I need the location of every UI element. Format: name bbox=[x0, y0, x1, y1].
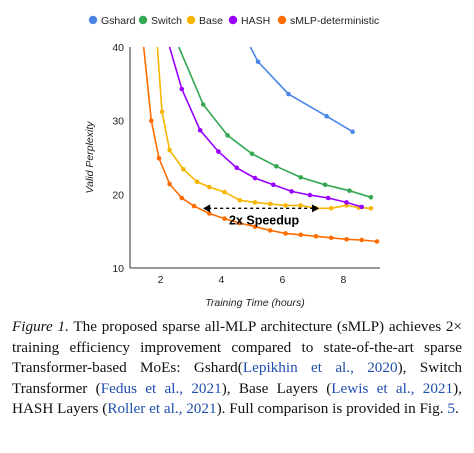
series-point-4 bbox=[179, 195, 185, 201]
series-point-2 bbox=[181, 167, 186, 172]
series-line-0 bbox=[249, 46, 354, 133]
caption-text-2: ), Switch Transformer ( bbox=[12, 359, 462, 397]
series-point-3 bbox=[179, 86, 185, 92]
caption-text-4: ), HASH Layers ( bbox=[12, 379, 462, 418]
series-point-4 bbox=[207, 211, 212, 216]
legend-marker-2 bbox=[186, 15, 196, 25]
series-point-4 bbox=[167, 181, 172, 187]
series-point-3 bbox=[216, 149, 221, 154]
series-line-4 bbox=[142, 46, 378, 243]
series-point-1 bbox=[274, 164, 279, 169]
series-point-3 bbox=[271, 182, 276, 188]
y-tick-label: 20 bbox=[112, 189, 124, 201]
chart-legend: Gshard Switch Base HASH sMLP-deterministic bbox=[88, 15, 379, 27]
caption-text-6: . bbox=[454, 400, 459, 418]
series-point-1 bbox=[368, 195, 374, 200]
y-tick-label: 10 bbox=[112, 263, 124, 275]
series-point-0 bbox=[286, 91, 291, 97]
citation-link-roller[interactable]: Roller et al., 2021 bbox=[107, 400, 217, 418]
citation-link-lepikhin[interactable]: Lepikhin et al., 2020 bbox=[242, 359, 398, 377]
series-point-3 bbox=[252, 175, 258, 181]
series-point-0 bbox=[350, 129, 355, 134]
series-point-3 bbox=[359, 204, 365, 210]
series-point-2 bbox=[267, 201, 273, 207]
series-point-4 bbox=[252, 224, 258, 229]
x-tick-label: 2 bbox=[158, 274, 164, 286]
legend-label-3: HASH bbox=[241, 15, 270, 27]
series-point-2 bbox=[222, 189, 227, 195]
series-point-3 bbox=[234, 165, 239, 171]
series-point-4 bbox=[359, 237, 365, 243]
series-point-4 bbox=[283, 231, 288, 236]
series-point-2 bbox=[194, 179, 200, 185]
series-point-2 bbox=[283, 203, 288, 208]
series-point-3 bbox=[307, 192, 313, 198]
legend-marker-1 bbox=[138, 15, 148, 25]
series-point-3 bbox=[197, 127, 203, 133]
series-point-1 bbox=[322, 182, 328, 188]
series-point-4 bbox=[313, 234, 319, 239]
y-tick-label: 40 bbox=[112, 42, 124, 54]
series-point-1 bbox=[200, 102, 206, 107]
speedup-arrow-left-head bbox=[203, 204, 211, 213]
series-line-1 bbox=[178, 46, 372, 199]
legend-label-4: sMLP-deterministic bbox=[290, 15, 379, 27]
series-point-3 bbox=[289, 189, 294, 194]
chart-plot-area bbox=[142, 46, 380, 244]
series-point-2 bbox=[207, 184, 212, 190]
y-tick-label: 30 bbox=[112, 116, 124, 128]
series-point-4 bbox=[149, 118, 154, 123]
series-point-4 bbox=[237, 220, 243, 226]
series-line-3 bbox=[168, 46, 362, 208]
chart-axes: 10 20 30 40 2 4 6 8 Training Time (hours) Valid P… bbox=[84, 42, 380, 309]
caption-figure-label: Figure 1. bbox=[12, 318, 69, 335]
caption-text-1: The proposed sparse all-MLP architecture… bbox=[12, 318, 462, 377]
series-point-3 bbox=[344, 200, 349, 205]
chart-annotation: 2x Speedup bbox=[203, 204, 320, 227]
series-point-4 bbox=[328, 235, 334, 241]
series-point-2 bbox=[252, 200, 258, 205]
series-point-1 bbox=[225, 133, 230, 138]
series-point-4 bbox=[267, 228, 273, 233]
series-point-1 bbox=[298, 175, 304, 180]
x-tick-label: 6 bbox=[280, 274, 286, 286]
series-point-2 bbox=[328, 206, 334, 211]
series-point-4 bbox=[222, 216, 227, 221]
series-point-4 bbox=[298, 232, 304, 238]
legend-marker-3 bbox=[228, 15, 238, 25]
series-point-2 bbox=[298, 203, 304, 208]
legend-marker-0 bbox=[88, 15, 98, 25]
caption-text-5: ). Full comparison is provided in Fig. bbox=[216, 400, 448, 418]
citation-link-fedus[interactable]: Fedus et al., 2021 bbox=[100, 379, 222, 397]
legend-label-1: Switch bbox=[151, 15, 182, 27]
series-point-4 bbox=[374, 239, 380, 244]
series-point-4 bbox=[156, 155, 162, 161]
x-tick-label: 4 bbox=[219, 274, 225, 286]
series-point-2 bbox=[167, 147, 172, 153]
series-point-2 bbox=[237, 197, 243, 203]
series-point-2 bbox=[159, 109, 165, 115]
figure-caption: Figure 1. The proposed sparse all-MLP ar… bbox=[12, 317, 462, 420]
series-point-1 bbox=[347, 188, 352, 193]
speedup-arrow-right-head bbox=[312, 204, 320, 213]
citation-link-lewis[interactable]: Lewis et al., 2021 bbox=[331, 379, 454, 397]
legend-marker-4 bbox=[277, 15, 287, 25]
series-point-0 bbox=[255, 59, 261, 64]
y-axis-title: Valid Perplexity bbox=[84, 121, 96, 194]
series-point-2 bbox=[368, 206, 374, 211]
series-point-4 bbox=[344, 237, 349, 242]
series-point-0 bbox=[324, 113, 329, 119]
speedup-annotation-label: 2x Speedup bbox=[229, 213, 300, 227]
figure-reference-link[interactable]: 5 bbox=[447, 400, 455, 418]
series-point-3 bbox=[325, 195, 331, 201]
legend-label-2: Base bbox=[199, 15, 223, 27]
series-point-4 bbox=[191, 203, 197, 209]
x-tick-label: 8 bbox=[340, 274, 346, 286]
perplexity-chart: Gshard Switch Base HASH sMLP-deterministic 1… bbox=[84, 15, 380, 309]
legend-label-0: Gshard bbox=[101, 15, 136, 27]
x-axis-title: Training Time (hours) bbox=[205, 297, 305, 309]
caption-text-3: ), Base Layers ( bbox=[221, 379, 332, 397]
series-point-1 bbox=[249, 151, 255, 157]
